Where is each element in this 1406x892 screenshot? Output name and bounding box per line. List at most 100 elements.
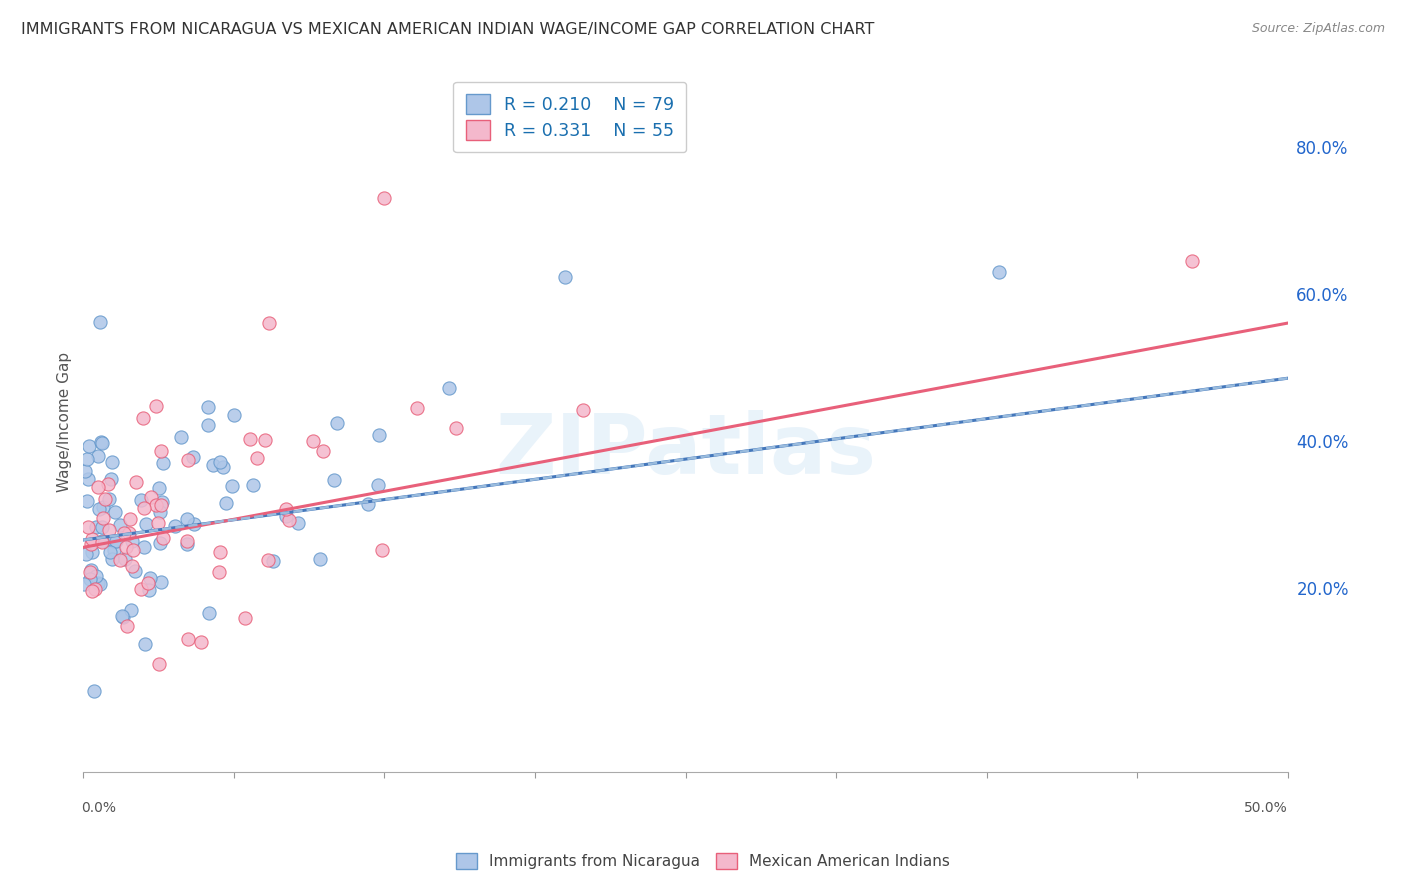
Point <box>367 478 389 492</box>
Point <box>84 569 107 583</box>
Point <box>86 449 108 463</box>
Point <box>222 409 245 423</box>
Point <box>93 500 115 514</box>
Point <box>215 496 238 510</box>
Point <box>245 451 267 466</box>
Point <box>150 495 173 509</box>
Point <box>554 270 576 285</box>
Point <box>97 491 120 506</box>
Point <box>209 545 232 559</box>
Point <box>80 537 103 551</box>
Point <box>201 458 224 472</box>
Point <box>91 533 114 548</box>
Point <box>121 533 143 548</box>
Point <box>163 519 186 533</box>
Point <box>97 523 120 537</box>
Point <box>118 526 141 541</box>
Point <box>89 435 111 450</box>
Point <box>84 520 107 534</box>
Point <box>135 517 157 532</box>
Point <box>77 520 100 534</box>
Point <box>373 191 395 205</box>
Point <box>101 455 124 469</box>
Point <box>75 547 97 561</box>
Point <box>82 583 104 598</box>
Point <box>103 534 125 549</box>
Point <box>91 510 114 524</box>
Point <box>221 479 243 493</box>
Point <box>76 493 98 508</box>
Point <box>79 572 101 586</box>
Point <box>101 551 124 566</box>
Point <box>90 534 112 549</box>
Point <box>183 450 205 464</box>
Point <box>208 455 231 469</box>
Point <box>91 435 114 450</box>
Point <box>177 452 200 467</box>
Point <box>80 532 103 546</box>
Point <box>370 542 392 557</box>
Point <box>148 516 170 531</box>
Point <box>198 606 221 620</box>
Point <box>287 516 309 530</box>
Point <box>97 477 120 491</box>
Text: ZIPatlas: ZIPatlas <box>495 409 876 491</box>
Point <box>89 315 111 329</box>
Point <box>149 498 172 512</box>
Point <box>118 512 141 526</box>
Point <box>437 381 460 395</box>
Point <box>169 430 191 444</box>
Point <box>197 417 219 432</box>
Point <box>80 563 103 577</box>
Point <box>98 545 121 559</box>
Point <box>176 537 198 551</box>
Point <box>145 399 167 413</box>
Point <box>367 428 389 442</box>
Point <box>73 577 96 591</box>
Point <box>105 534 128 549</box>
Text: Source: ZipAtlas.com: Source: ZipAtlas.com <box>1251 22 1385 36</box>
Point <box>277 512 299 526</box>
Legend: Immigrants from Nicaragua, Mexican American Indians: Immigrants from Nicaragua, Mexican Ameri… <box>450 847 956 875</box>
Point <box>124 564 146 578</box>
Point <box>150 444 173 458</box>
Point <box>148 481 170 495</box>
Point <box>176 512 198 526</box>
Point <box>114 552 136 566</box>
Point <box>572 403 595 417</box>
Point <box>79 565 101 579</box>
Y-axis label: Wage/Income Gap: Wage/Income Gap <box>58 352 72 492</box>
Point <box>112 526 135 541</box>
Point <box>121 559 143 574</box>
Point <box>197 400 219 414</box>
Point <box>87 502 110 516</box>
Point <box>239 432 262 446</box>
Point <box>124 475 146 489</box>
Point <box>122 543 145 558</box>
Point <box>256 553 278 567</box>
Point <box>134 637 156 651</box>
Text: 0.0%: 0.0% <box>82 801 115 815</box>
Point <box>104 506 127 520</box>
Point <box>111 609 134 624</box>
Point <box>242 478 264 492</box>
Point <box>152 456 174 470</box>
Point <box>152 531 174 545</box>
Point <box>100 472 122 486</box>
Point <box>190 634 212 648</box>
Point <box>308 551 330 566</box>
Point <box>136 576 159 591</box>
Point <box>86 576 108 591</box>
Point <box>254 433 277 447</box>
Point <box>208 566 231 580</box>
Point <box>114 540 136 554</box>
Point <box>405 401 427 416</box>
Point <box>177 632 200 647</box>
Point <box>312 444 335 458</box>
Point <box>76 452 98 467</box>
Point <box>111 608 134 623</box>
Point <box>176 534 198 549</box>
Point <box>108 552 131 566</box>
Point <box>274 509 297 524</box>
Point <box>132 411 155 425</box>
